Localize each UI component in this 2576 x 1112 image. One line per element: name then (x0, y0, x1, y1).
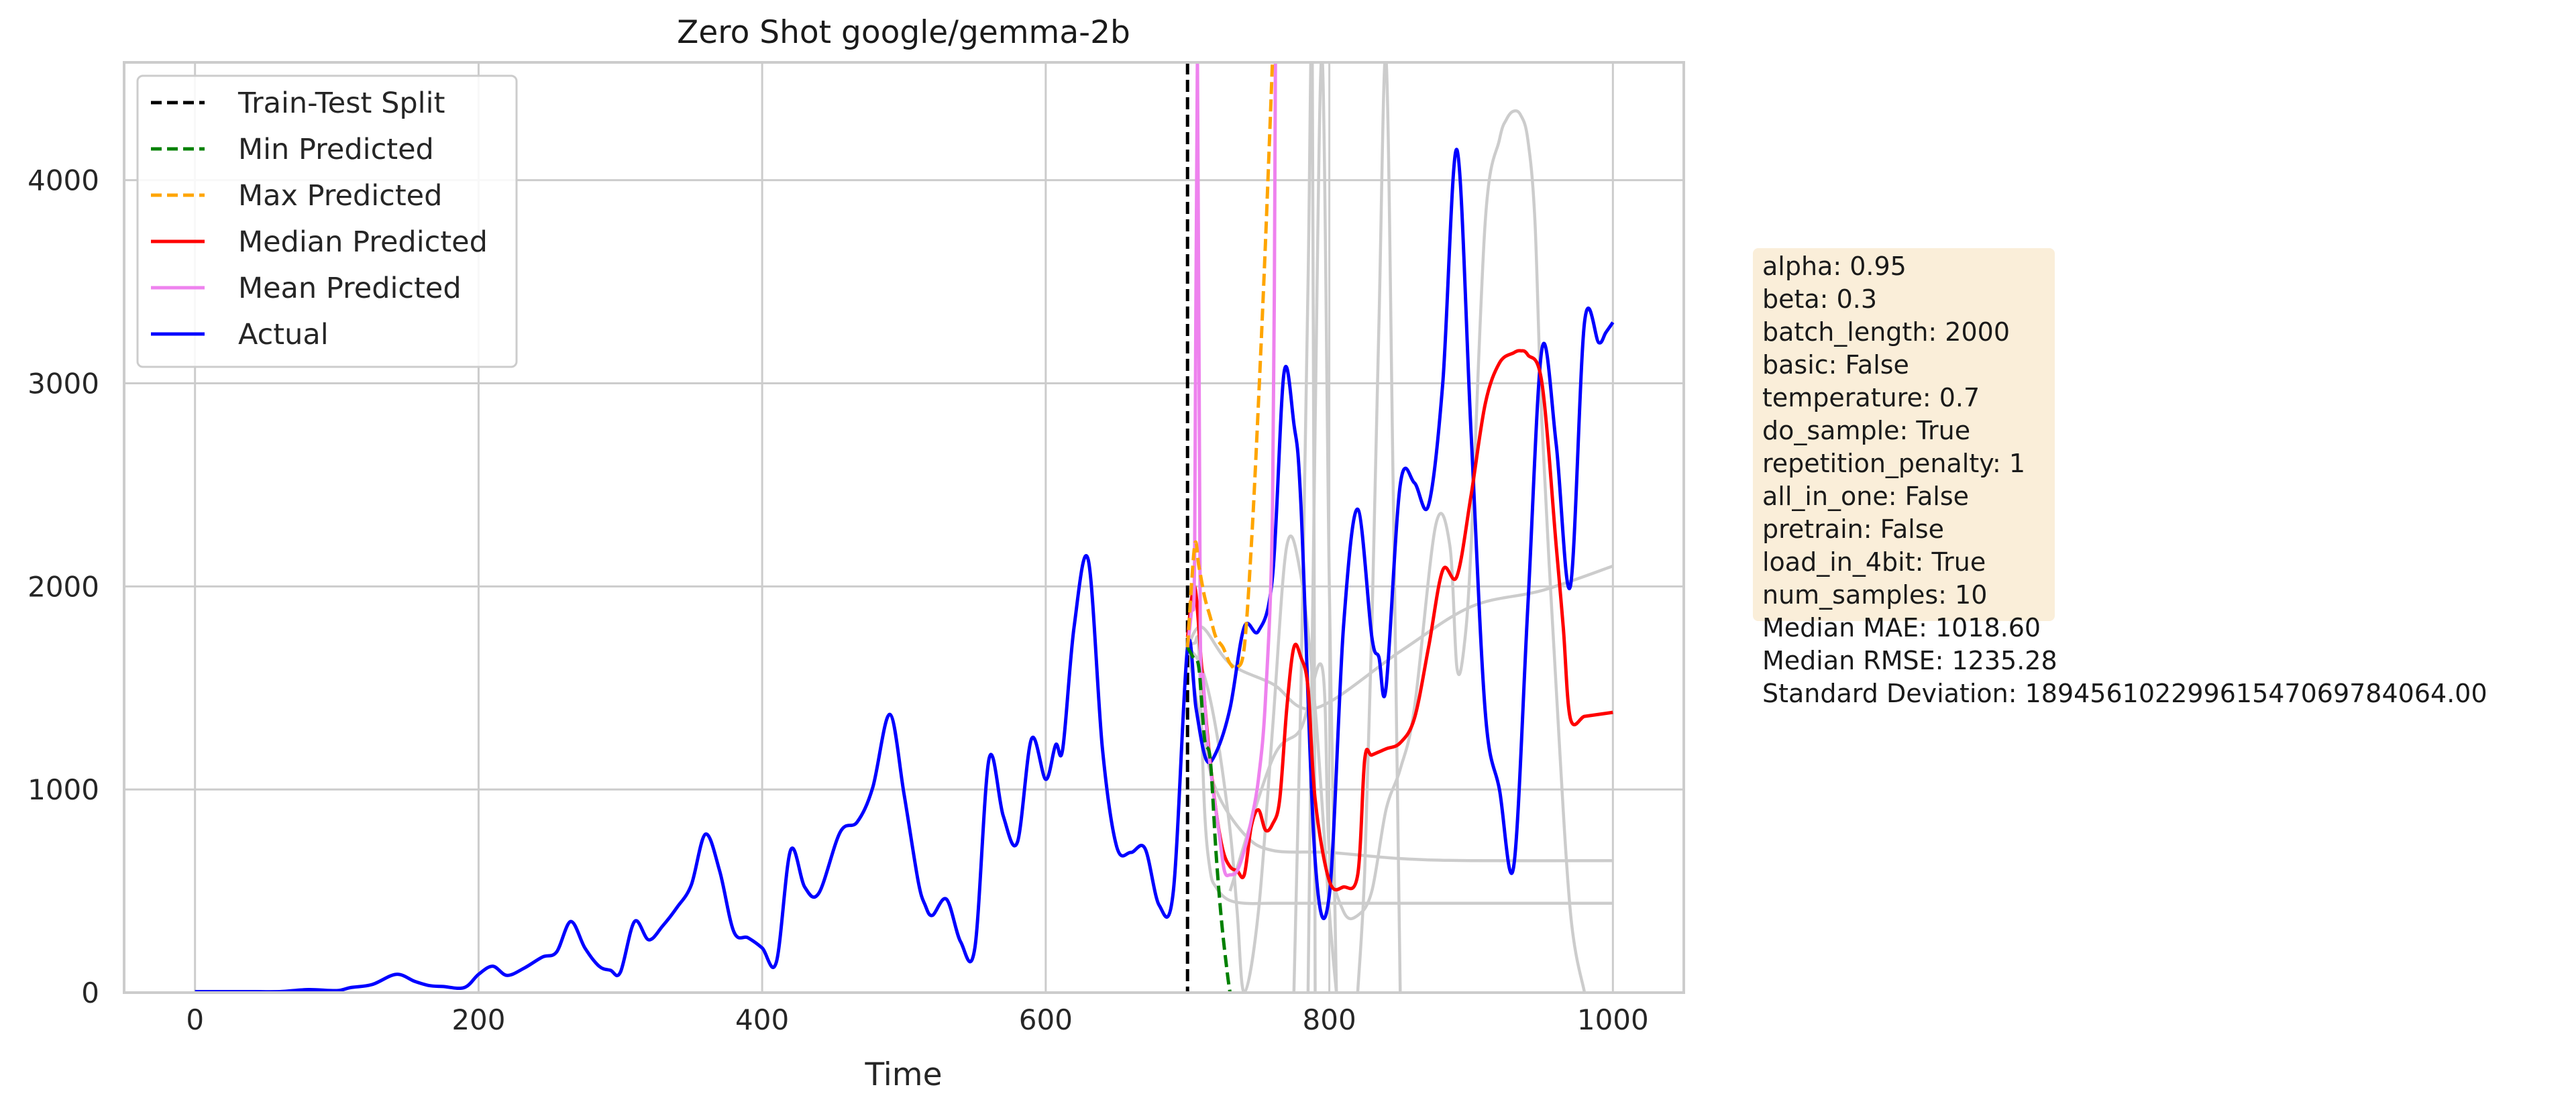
y-tick-label: 1000 (28, 773, 99, 806)
x-axis-label: Time (864, 1056, 942, 1093)
sample-path (1186, 564, 1614, 711)
x-tick-label: 800 (1303, 1003, 1356, 1036)
chart-title: Zero Shot google/gemma-2b (677, 14, 1130, 51)
legend-box (136, 74, 518, 368)
series-group (195, 62, 1615, 993)
actual-line (195, 148, 1615, 993)
x-tick-label: 200 (451, 1003, 505, 1036)
x-tick-label: 400 (735, 1003, 789, 1036)
y-tick-label: 0 (81, 977, 99, 1009)
max-predicted-line (1185, 62, 1275, 671)
legend-label: Actual (238, 318, 329, 351)
stats-line: temperature: 0.7 (1762, 383, 1980, 412)
stats-line: all_in_one: False (1762, 482, 1969, 511)
stats-line: Median MAE: 1018.60 (1762, 613, 2041, 643)
sample-path (1186, 534, 1338, 993)
stats-line: alpha: 0.95 (1762, 252, 1907, 281)
legend-label: Median Predicted (238, 225, 488, 259)
stats-box-background (1753, 248, 2055, 621)
legend-label: Train-Test Split (237, 87, 445, 120)
stats-line: Median RMSE: 1235.28 (1762, 646, 2057, 675)
stats-line: do_sample: True (1762, 416, 1970, 445)
x-tick-label: 0 (186, 1003, 204, 1036)
legend-label: Max Predicted (238, 179, 442, 213)
stats-line: pretrain: False (1762, 514, 1944, 544)
ticks: 0 200 400 600 800 1000 0 1000 2000 3000 4000 (28, 164, 1649, 1036)
x-tick-label: 600 (1019, 1003, 1073, 1036)
plot-frame (123, 61, 1685, 994)
stats-line: repetition_penalty: 1 (1762, 449, 2025, 478)
y-tick-label: 4000 (28, 164, 99, 197)
stats-line: beta: 0.3 (1762, 284, 1877, 314)
legend: Train-Test Split Min Predicted Max Predict… (136, 74, 518, 368)
legend-label: Mean Predicted (238, 272, 462, 305)
stats-line: basic: False (1762, 350, 1909, 380)
stats-line: load_in_4bit: True (1762, 547, 1986, 577)
min-predicted-line (1186, 646, 1232, 993)
y-tick-label: 3000 (28, 367, 99, 400)
stats-line: Standard Deviation: 18945610229961547069… (1762, 679, 2487, 708)
y-tick-label: 2000 (28, 570, 99, 603)
stats-line: num_samples: 10 (1762, 580, 1987, 610)
x-tick-label: 1000 (1577, 1003, 1649, 1036)
sample-path (1306, 62, 1338, 993)
legend-label: Min Predicted (238, 133, 434, 166)
stats-line: batch_length: 2000 (1762, 317, 2010, 347)
